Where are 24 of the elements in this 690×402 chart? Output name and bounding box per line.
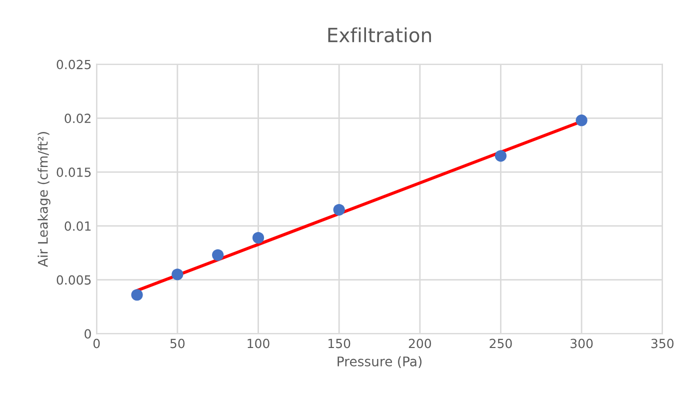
y-tick-label: 0.015 [56, 168, 91, 177]
x-tick-label: 100 [248, 338, 270, 348]
y-tick-label: 0.005 [56, 275, 91, 285]
x-tick-label: 350 [651, 338, 674, 348]
point [212, 249, 224, 261]
x-tick-label: 150 [328, 338, 350, 348]
y-tick-label: 0.025 [56, 60, 91, 70]
y-tick-label: 0 [84, 329, 91, 339]
point [131, 289, 143, 301]
x-tick-label: 50 [170, 338, 185, 348]
y-axis-title: Air Leakage (cfm/ft²) [38, 132, 50, 267]
x-axis-title: Pressure (Pa) [338, 356, 422, 368]
point [494, 150, 507, 162]
point [333, 204, 345, 216]
point [172, 268, 184, 280]
point [252, 232, 264, 244]
y-tick-label: 0.02 [64, 114, 90, 124]
x-tick-label: 300 [570, 338, 593, 348]
x-tick-label: 250 [490, 338, 512, 348]
y-tick-label: 0.01 [64, 221, 91, 231]
x-tick-label: 0 [93, 338, 100, 348]
x-tick-label: 200 [408, 338, 432, 348]
point [576, 114, 588, 126]
chart-title: Exfiltration [328, 27, 431, 42]
